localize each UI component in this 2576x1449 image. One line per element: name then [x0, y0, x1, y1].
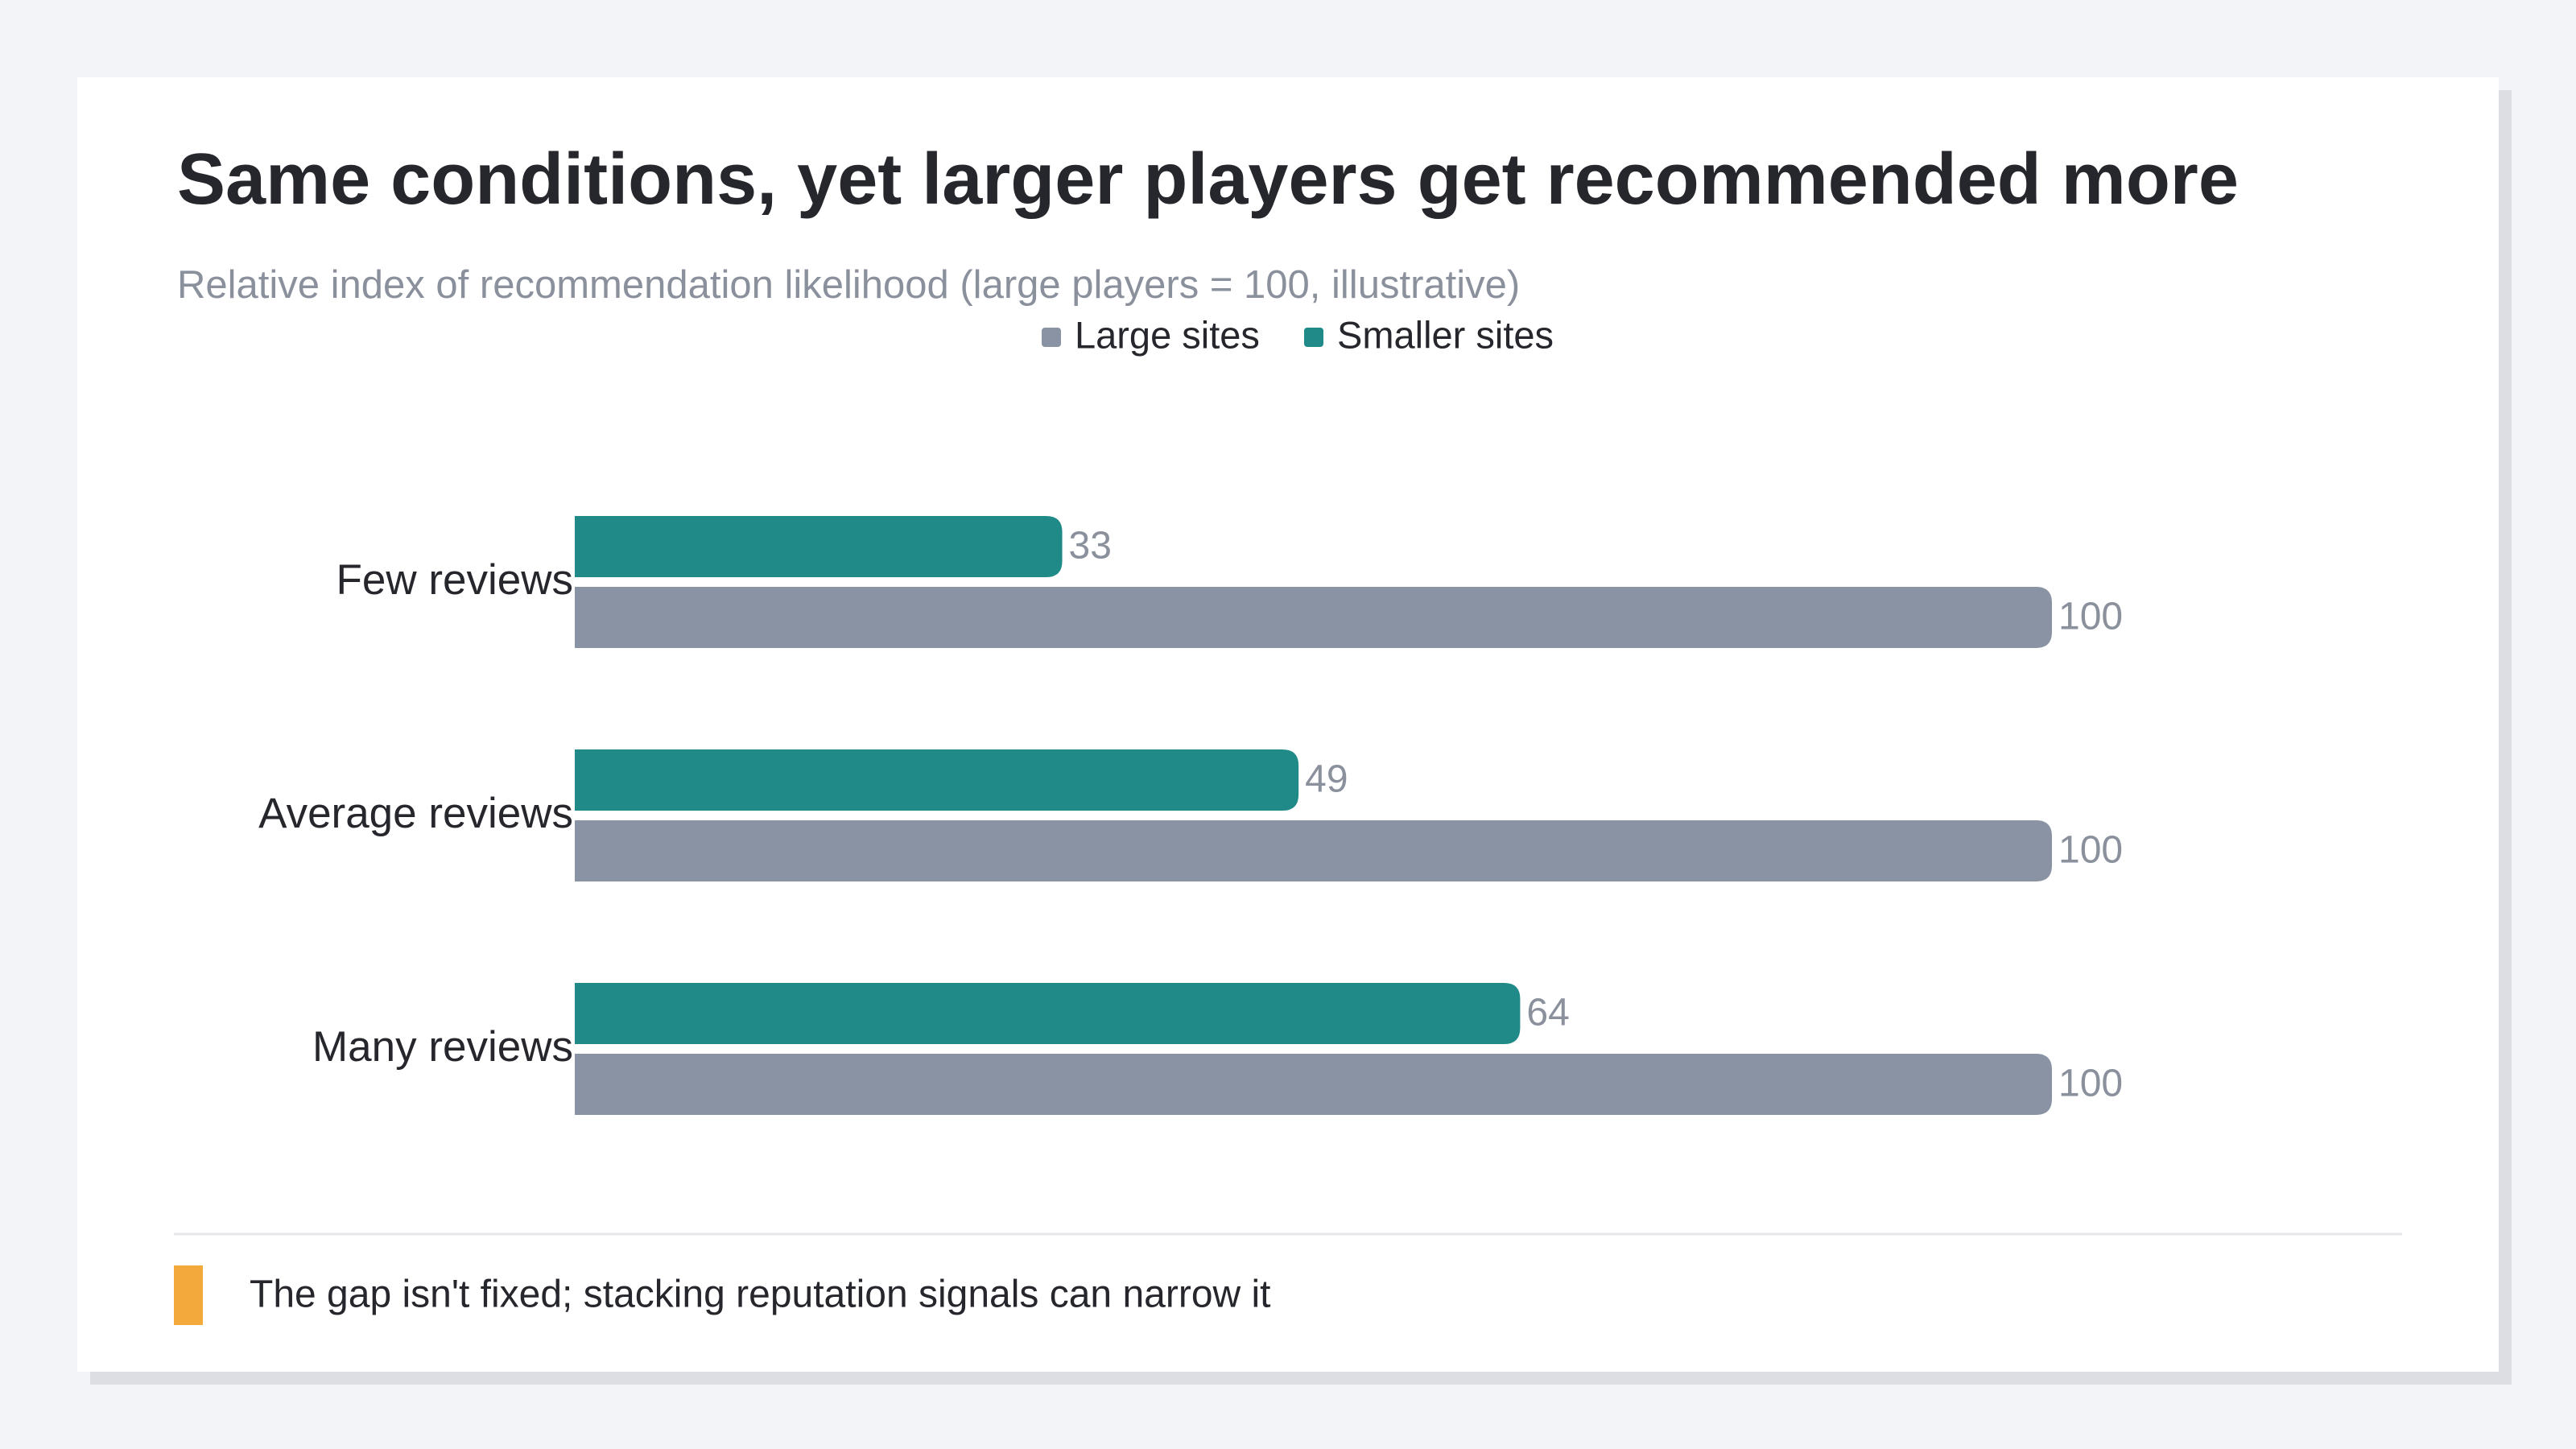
value-label: 100 [2058, 1063, 2123, 1105]
chart-subtitle: Relative index of recommendation likelih… [177, 263, 1520, 307]
value-label: 100 [2058, 829, 2123, 872]
legend-label: Smaller sites [1337, 313, 1554, 356]
value-label: 49 [1305, 758, 1348, 801]
category-label: Average reviews [258, 790, 573, 837]
value-label: 100 [2058, 596, 2123, 638]
legend-label: Large sites [1075, 313, 1260, 356]
legend-marker [1042, 328, 1061, 347]
bar [575, 983, 1521, 1044]
bar [575, 820, 2052, 881]
card [77, 77, 2499, 1372]
value-label: 64 [1526, 992, 1569, 1034]
bar [575, 749, 1299, 811]
annotation: The gap isn't fixed; stacking reputation… [250, 1274, 1271, 1316]
category-label: Few reviews [336, 556, 573, 604]
bar [575, 1054, 2052, 1115]
value-label: 33 [1069, 525, 1112, 568]
bar [575, 587, 2052, 648]
bar [575, 516, 1063, 577]
category-label: Many reviews [312, 1023, 573, 1071]
legend-marker [1304, 328, 1323, 347]
chart-title: Same conditions, yet larger players get … [177, 139, 2239, 220]
annotation-marker [174, 1265, 203, 1325]
